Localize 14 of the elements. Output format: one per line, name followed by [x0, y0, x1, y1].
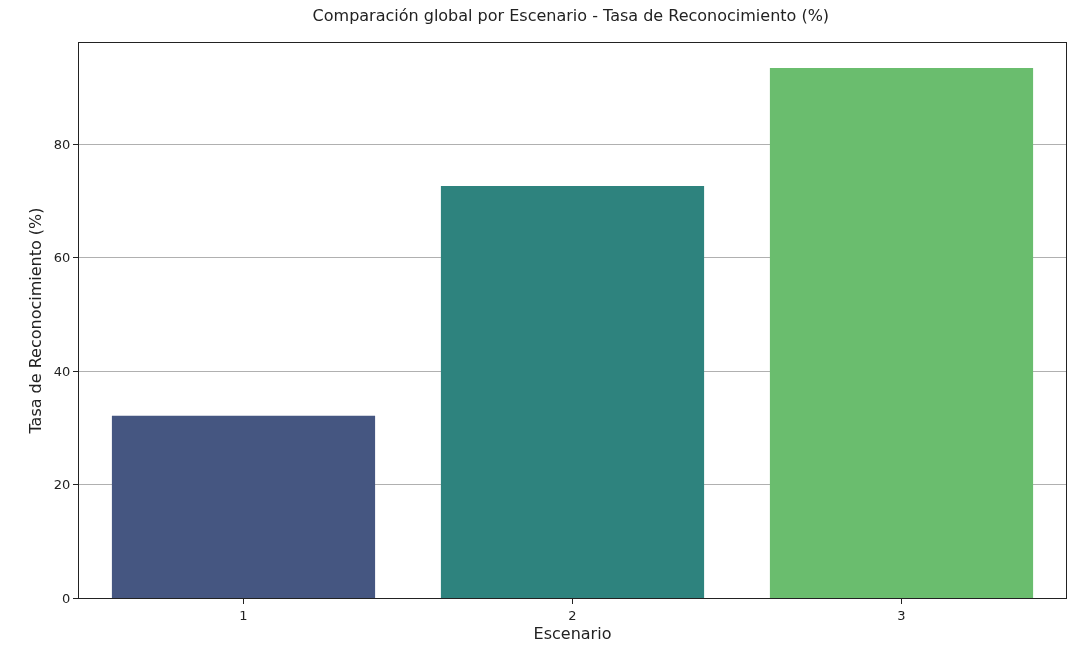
chart-title: Comparación global por Escenario - Tasa de Reconocimiento (%)	[312, 6, 830, 26]
x-tick-label: 3	[897, 607, 906, 623]
bar	[111, 415, 376, 598]
y-tick-label: 20	[53, 477, 71, 493]
y-tick-label: 0	[62, 590, 71, 606]
y-axis-title: Tasa de Reconocimiento (%)	[25, 207, 45, 435]
y-tick-label: 80	[53, 136, 71, 152]
x-axis-title: Escenario	[533, 624, 612, 644]
y-tick-label: 40	[53, 363, 71, 379]
y-tick-label: 60	[53, 250, 71, 266]
x-tick-label: 2	[568, 607, 577, 623]
x-tick-label: 1	[239, 607, 248, 623]
bar	[440, 186, 705, 598]
bar	[769, 67, 1034, 598]
